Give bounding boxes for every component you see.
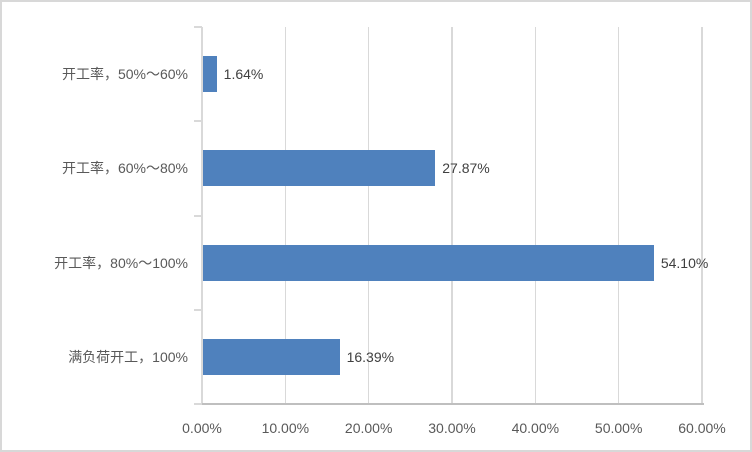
category-axis-tick	[194, 26, 202, 28]
value-axis-line	[201, 27, 203, 404]
x-axis-tick-label: 30.00%	[428, 420, 476, 436]
gridline	[617, 27, 620, 404]
x-axis-tick-label: 10.00%	[261, 420, 310, 436]
category-axis-tick	[194, 214, 202, 217]
value-label: 1.64%	[223, 66, 264, 83]
x-axis-tick-label: 20.00%	[344, 420, 393, 436]
gridline	[284, 27, 287, 404]
x-axis-tick-label: 0.00%	[182, 420, 222, 436]
value-label: 27.87%	[442, 160, 490, 177]
category-label: 满负荷开工，100%	[68, 348, 188, 365]
gridline	[701, 27, 703, 404]
x-axis-tick-label: 50.00%	[594, 420, 643, 436]
plot-area: 1.64% 27.87% 54.10% 16.39%	[201, 27, 708, 404]
bar	[203, 150, 436, 187]
category-axis-tick	[194, 403, 202, 405]
category-label: 开工率，80%～100%	[54, 254, 188, 271]
category-axis-tick	[194, 120, 202, 123]
category-label: 开工率，50%～60%	[61, 66, 188, 83]
value-label: 16.39%	[346, 348, 395, 365]
x-axis-tick-label: 40.00%	[511, 420, 560, 436]
value-label: 54.10%	[660, 254, 709, 271]
x-axis-tick-label: 60.00%	[678, 420, 726, 436]
bar	[203, 56, 217, 93]
gridline	[451, 27, 453, 404]
category-axis-tick	[194, 308, 202, 311]
gridline	[534, 27, 537, 404]
bar	[203, 338, 340, 375]
bar	[203, 244, 654, 281]
gridline	[367, 27, 370, 404]
x-axis-line	[194, 403, 704, 405]
category-label: 开工率，60%～80%	[61, 160, 188, 177]
